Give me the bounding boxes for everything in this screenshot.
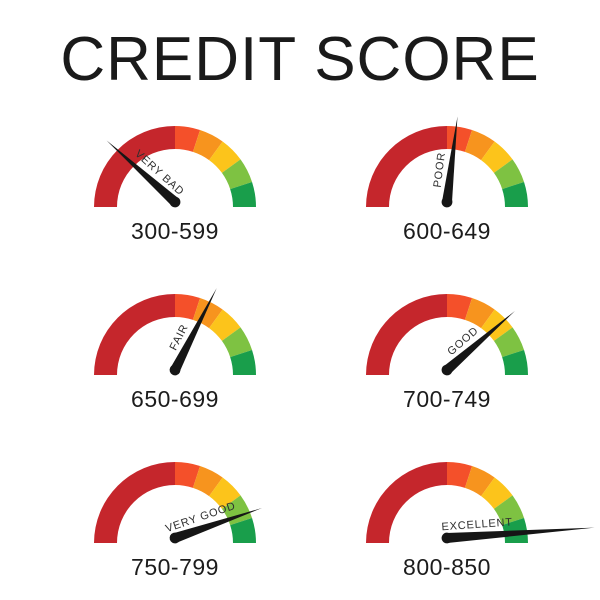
gauge-arc-segment-green	[502, 517, 528, 543]
gauge-arc-segment-red-orange	[175, 294, 201, 320]
gauge-arc-segment-light-green	[493, 495, 525, 526]
gauge-arc-segment-dark-red	[94, 294, 175, 375]
gauge-arc-segment-yellow	[209, 141, 241, 173]
gauge-arc-segment-yellow	[481, 141, 513, 173]
needle-pointer	[106, 140, 179, 206]
needle-pointer	[442, 116, 458, 203]
gauge-arc-segment-orange	[192, 129, 223, 161]
gauge-arc-segment-light-green	[221, 159, 253, 190]
gauge-chart: EXCELLENT	[366, 462, 595, 544]
gauge-arc-segment-green	[230, 517, 256, 543]
credit-score-infographic: CREDIT SCORE VERY BAD 300-599 POOR 600-6…	[0, 24, 600, 582]
gauge: FAIR 650-699	[65, 272, 285, 414]
needle-pointer	[446, 527, 595, 543]
gauge-arc-segment-yellow	[209, 309, 241, 341]
needle-pointer	[173, 508, 262, 543]
gauge-arc-segment-light-green	[493, 159, 525, 190]
needle-pointer	[170, 288, 217, 373]
gauge-arc-segment-red-orange	[447, 462, 473, 488]
gauge-arc-segment-light-green	[493, 327, 525, 358]
needle-pointer	[443, 310, 515, 374]
gauge-arc-segment-yellow	[209, 477, 241, 509]
gauge-arc-segment-red-orange	[175, 462, 201, 488]
gauge-chart: VERY GOOD	[94, 462, 262, 544]
score-range-label: 750-799	[131, 554, 219, 580]
gauge: VERY GOOD 750-799	[65, 440, 285, 582]
gauge-chart: VERY BAD	[94, 126, 256, 208]
gauge-arc-segment-orange	[464, 297, 495, 329]
score-range-label: 650-699	[131, 386, 219, 412]
gauge-arc-segment-dark-red	[94, 126, 175, 207]
score-range-label: 300-599	[131, 218, 219, 244]
page-title: CREDIT SCORE	[60, 25, 540, 94]
gauge-arc-segment-dark-red	[366, 294, 447, 375]
gauge-arc-segment-dark-red	[94, 462, 175, 543]
score-range-label: 700-749	[403, 386, 491, 412]
gauge-arc-segment-green	[502, 349, 528, 375]
needle-label: POOR	[432, 151, 448, 188]
gauge-arc-segment-dark-red	[366, 462, 447, 543]
score-range-label: 600-649	[403, 218, 491, 244]
gauge: POOR 600-649	[337, 104, 557, 246]
gauge-arc-segment-yellow	[481, 477, 513, 509]
gauge-chart: FAIR	[94, 288, 256, 376]
gauge-arc-segment-dark-red	[366, 126, 447, 207]
gauge-arc-segment-green	[230, 349, 256, 375]
gauge-grid: VERY BAD 300-599 POOR 600-649 FAIR 650-6…	[65, 104, 600, 582]
needle-label: EXCELLENT	[441, 516, 513, 533]
gauge-arc-segment-light-green	[221, 327, 253, 358]
gauge: EXCELLENT 800-850	[337, 440, 595, 582]
gauge-needle: POOR	[432, 116, 458, 208]
gauge-arc-segment-red-orange	[447, 294, 473, 320]
gauge-arc-segment-orange	[464, 465, 495, 497]
gauge-arc-segment-orange	[192, 465, 223, 497]
gauge-needle: EXCELLENT	[441, 516, 595, 544]
gauge-arc-segment-orange	[464, 129, 495, 161]
gauge: VERY BAD 300-599	[65, 104, 285, 246]
gauge-arc-segment-red-orange	[175, 126, 201, 152]
gauge-chart: GOOD	[366, 294, 528, 376]
gauge-chart: POOR	[366, 116, 528, 208]
gauge-arc-segment-green	[502, 181, 528, 207]
gauge-arc-segment-green	[230, 181, 256, 207]
gauge: GOOD 700-749	[337, 272, 557, 414]
score-range-label: 800-850	[403, 554, 491, 580]
